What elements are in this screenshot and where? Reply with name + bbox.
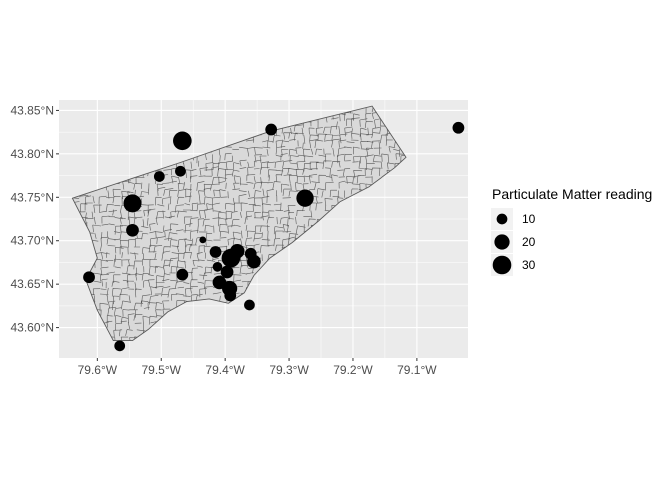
pm-reading-point <box>224 289 237 302</box>
pm-reading-point <box>212 275 227 290</box>
y-tick-label: 43.80°N <box>11 147 55 161</box>
y-tick-label: 43.65°N <box>11 277 55 291</box>
pm-reading-point <box>452 121 465 134</box>
pm-reading-point <box>244 299 255 311</box>
pm-reading-point <box>173 131 192 151</box>
legend-label: 30 <box>522 258 536 272</box>
legend-key-symbol <box>492 255 512 275</box>
pm-reading-point <box>220 265 234 279</box>
city-boundary-outline <box>71 105 407 342</box>
legend: Particulate Matter reading 10 20 30 <box>491 186 652 276</box>
y-tick-label: 43.70°N <box>11 234 55 248</box>
pm-reading-point <box>209 246 222 258</box>
axes: 79.6°W 79.5°W 79.4°W 79.3°W 79.2°W 79.1°W 43.6… <box>11 103 438 377</box>
y-tick-label: 43.85°N <box>11 103 55 117</box>
city-area <box>72 106 407 341</box>
y-tick-label: 43.75°N <box>11 190 55 204</box>
pm-points-layer <box>83 121 465 352</box>
x-tick-label: 79.3°W <box>269 363 309 377</box>
pm-reading-point <box>296 189 314 207</box>
pm-reading-point <box>153 171 165 182</box>
x-tick-label: 79.5°W <box>142 363 182 377</box>
pm-reading-point <box>114 340 126 352</box>
legend-label: 10 <box>522 212 536 226</box>
pm-reading-point <box>199 236 207 244</box>
pm-reading-point <box>265 123 278 136</box>
x-tick-label: 79.4°W <box>205 363 245 377</box>
legend-key-symbol <box>494 234 510 250</box>
pm-reading-point <box>212 261 223 272</box>
pm-reading-point <box>230 243 245 259</box>
pm-reading-point <box>83 271 95 284</box>
pm-reading-point <box>123 194 142 213</box>
x-tick-label: 79.2°W <box>333 363 373 377</box>
pm-reading-point <box>176 268 189 281</box>
y-tick-label: 43.60°N <box>11 321 55 335</box>
legend-title: Particulate Matter reading <box>492 186 652 202</box>
pm-reading-point <box>175 165 186 177</box>
legend-label: 20 <box>522 235 536 249</box>
x-tick-label: 79.6°W <box>78 363 118 377</box>
x-tick-label: 79.1°W <box>397 363 437 377</box>
legend-key-symbol <box>496 213 508 225</box>
pm-reading-point <box>126 223 139 237</box>
pm-reading-point <box>244 247 257 260</box>
